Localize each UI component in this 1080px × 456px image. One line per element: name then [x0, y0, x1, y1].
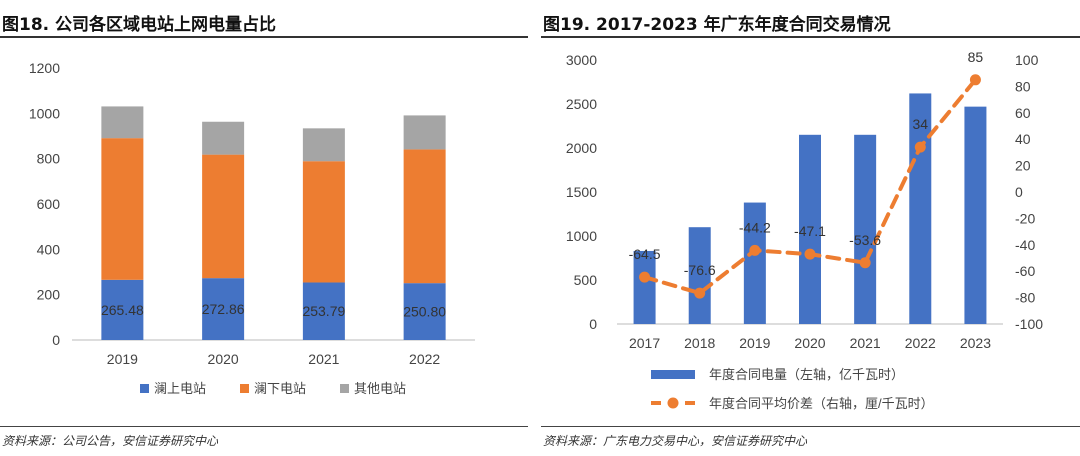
bar-segment [403, 283, 446, 340]
left-y-tick-label: 1000 [566, 228, 597, 244]
data-label: 250.80 [403, 304, 446, 320]
bar [964, 106, 987, 324]
y-tick-label: 0 [52, 332, 60, 348]
x-tick-label: 2018 [684, 335, 715, 351]
left-source-note: 资料来源：公司公告，安信证券研究中心 [2, 434, 219, 448]
bar-segment [101, 106, 144, 139]
data-label: 265.48 [101, 302, 144, 318]
line-data-label: -53.6 [849, 232, 881, 248]
legend-line-marker [667, 397, 679, 409]
line-data-label: -64.5 [629, 246, 661, 262]
right-source-rule [541, 426, 1080, 427]
left-title-rule [0, 36, 528, 38]
legend-line-label: 年度合同平均价差（右轴，厘/千瓦时） [709, 396, 934, 411]
legend-label: 其他电站 [354, 381, 406, 396]
legend-label: 澜上电站 [154, 381, 206, 396]
line-data-label: 34 [912, 116, 928, 132]
data-label: 253.79 [302, 303, 345, 319]
x-tick-label: 2019 [739, 335, 770, 351]
line-point [694, 287, 706, 299]
line-point [859, 257, 871, 269]
bar-segment [403, 149, 446, 284]
x-tick-label: 2022 [409, 351, 440, 367]
bar-segment [202, 121, 245, 155]
left-figure-title: 图18. 公司各区域电站上网电量占比 [2, 15, 277, 35]
left-y-tick-label: 2500 [566, 96, 597, 112]
right-y-tick-label: -60 [1015, 263, 1035, 279]
right-y-tick-label: 20 [1015, 158, 1031, 174]
right-y-tick-label: -100 [1015, 316, 1043, 332]
legend-bar-swatch [651, 370, 695, 379]
line-point [804, 248, 816, 260]
right-source-note: 资料来源：广东电力交易中心，安信证券研究中心 [543, 434, 808, 448]
bar-segment [302, 161, 345, 283]
right-y-tick-label: 40 [1015, 131, 1031, 147]
legend-label: 澜下电站 [254, 381, 306, 396]
legend-swatch [340, 384, 349, 393]
right-figure-panel: 图19. 2017-2023 年广东年度合同交易情况 0 500 1000 1500 2… [541, 0, 1080, 456]
line-data-label: -44.2 [739, 219, 771, 235]
bar-segment [202, 278, 245, 340]
bar-segment [101, 138, 144, 280]
bar [854, 134, 877, 324]
x-tick-label: 2021 [308, 351, 339, 367]
line-point [914, 141, 926, 153]
left-stacked-bar-chart: 0 200 400 600 800 1000 1200 265.48 2019 272.86 202… [29, 60, 475, 396]
left-y-tick-label: 2000 [566, 140, 597, 156]
x-tick-label: 2023 [960, 335, 991, 351]
x-tick-label: 2022 [905, 335, 936, 351]
x-tick-label: 2020 [794, 335, 825, 351]
right-y-tick-label: 60 [1015, 105, 1031, 121]
right-y-tick-label: -40 [1015, 237, 1035, 253]
line-point [749, 244, 761, 256]
legend-swatch [140, 384, 149, 393]
bar [909, 93, 932, 324]
bar-segment [302, 282, 345, 340]
y-tick-label: 1000 [29, 105, 60, 121]
line-point [969, 74, 981, 86]
bar-segment [202, 154, 245, 279]
left-y-tick-label: 0 [589, 316, 597, 332]
left-figure-panel: 图18. 公司各区域电站上网电量占比 0 200 400 600 800 1000 1200… [0, 0, 528, 456]
right-y-tick-label: 0 [1015, 184, 1023, 200]
y-tick-label: 1200 [29, 60, 60, 76]
right-y-tick-label: -80 [1015, 290, 1035, 306]
x-tick-label: 2020 [208, 351, 239, 367]
bar-segment [302, 128, 345, 162]
left-y-tick-label: 3000 [566, 52, 597, 68]
bar [633, 250, 656, 324]
x-tick-label: 2017 [629, 335, 660, 351]
left-y-tick-label: 500 [574, 272, 598, 288]
line-data-label: -76.6 [684, 262, 716, 278]
legend-swatch [240, 384, 249, 393]
y-tick-label: 200 [37, 287, 61, 303]
bar-segment [101, 279, 144, 340]
y-tick-label: 800 [37, 151, 61, 167]
left-y-tick-label: 1500 [566, 184, 597, 200]
bar [743, 202, 766, 324]
data-label: 272.86 [202, 301, 245, 317]
x-tick-label: 2019 [107, 351, 138, 367]
line-data-label: -47.1 [794, 223, 826, 239]
y-tick-label: 600 [37, 196, 61, 212]
right-title-rule [541, 36, 1080, 38]
right-y-tick-label: -20 [1015, 210, 1035, 226]
right-y-tick-label: 100 [1015, 52, 1039, 68]
bar-segment [403, 115, 446, 150]
line-point [639, 271, 651, 283]
y-tick-label: 400 [37, 241, 61, 257]
right-y-tick-label: 80 [1015, 78, 1031, 94]
legend-bar-label: 年度合同电量（左轴，亿千瓦时） [709, 367, 904, 382]
x-tick-label: 2021 [850, 335, 881, 351]
right-figure-title: 图19. 2017-2023 年广东年度合同交易情况 [543, 15, 891, 35]
right-bar-line-chart: 050010001500200025003000-100-80-60-40-20… [566, 49, 1043, 411]
bar [688, 227, 711, 324]
line-data-label: 85 [968, 49, 984, 65]
bar [799, 134, 821, 324]
left-source-rule [0, 426, 528, 427]
